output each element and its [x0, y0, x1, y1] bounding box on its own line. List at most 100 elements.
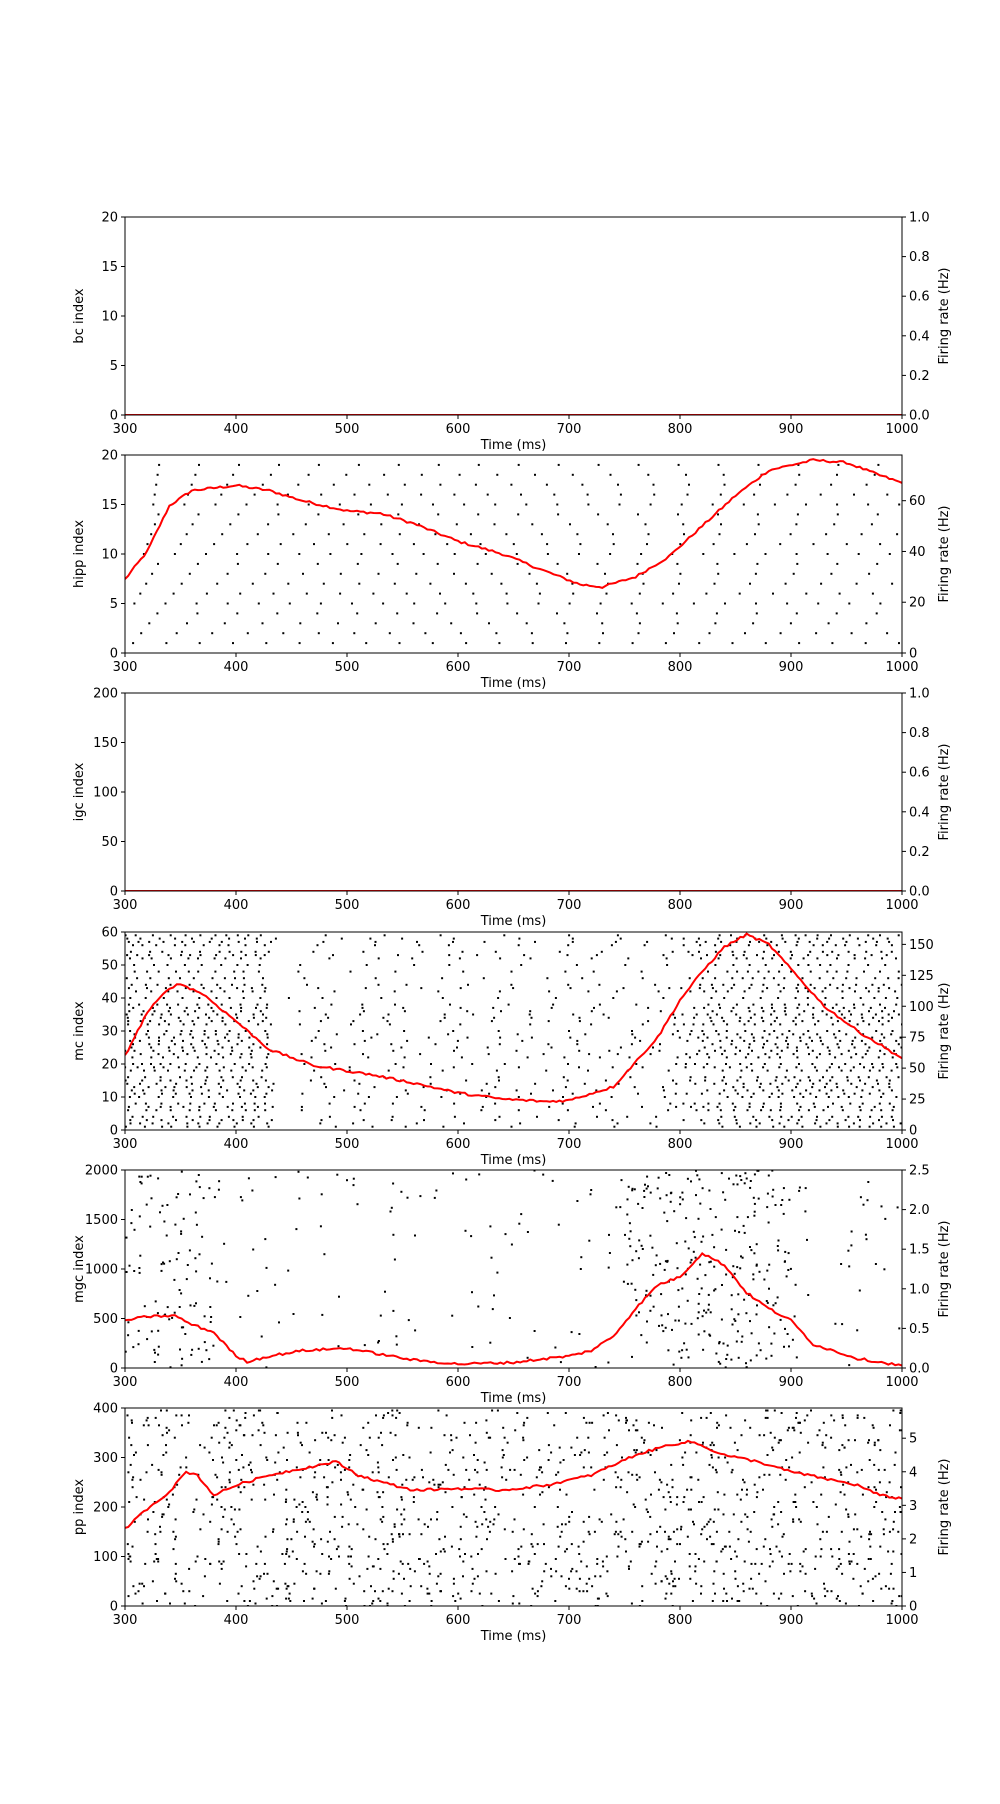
spike-point [259, 1010, 262, 1013]
spike-point [139, 1181, 142, 1183]
spike-point [308, 1520, 311, 1523]
spike-point [667, 1491, 670, 1494]
spike-point [730, 987, 733, 990]
spike-point [592, 1105, 594, 1108]
spike-point [588, 1239, 591, 1242]
spike-point [413, 1570, 416, 1573]
spike-point [134, 1451, 137, 1454]
spike-point [193, 1508, 196, 1511]
spike-point [391, 1115, 394, 1118]
spike-point [640, 1540, 643, 1543]
spike-point [262, 1424, 265, 1427]
spike-point [287, 1269, 290, 1272]
spike-point [629, 1560, 632, 1563]
spike-point [289, 1600, 292, 1602]
spike-point [678, 1350, 681, 1353]
spike-point [261, 622, 264, 625]
panel-5: 300 400 500 600 700 800 900 1000050010001500200… [72, 1164, 952, 1407]
spike-point [886, 493, 889, 496]
spike-point [811, 1049, 814, 1052]
spike-point [725, 1056, 728, 1059]
spike-point [129, 997, 132, 999]
spike-point [409, 1585, 412, 1588]
spike-point [784, 582, 787, 585]
spike-point [836, 1122, 839, 1125]
spike-point [676, 622, 679, 625]
spike-point [234, 1535, 237, 1538]
spike-point [356, 612, 359, 615]
spike-point [379, 1518, 382, 1521]
spike-point [220, 1486, 223, 1489]
spike-point [506, 1441, 509, 1444]
spike-point [417, 1518, 420, 1521]
spike-point [139, 937, 142, 940]
spike-point [697, 1333, 700, 1336]
spike-point [451, 1506, 454, 1508]
spike-point [698, 1178, 701, 1181]
spike-point [240, 1039, 243, 1042]
x-tick-label: 600 [446, 1375, 471, 1390]
spike-point [127, 1076, 130, 1079]
spike-point [299, 964, 302, 966]
spike-point [867, 934, 870, 937]
spike-point [223, 990, 226, 993]
spike-point [533, 1330, 536, 1332]
spike-point [736, 1092, 739, 1095]
spike-point [816, 1434, 819, 1437]
spike-point [200, 1086, 203, 1089]
spike-point [612, 533, 614, 536]
spike-point [129, 1119, 132, 1122]
spike-point [258, 964, 261, 966]
x-axis-label: Time (ms) [480, 1391, 547, 1406]
spike-point [702, 1023, 705, 1026]
spike-point [497, 1513, 500, 1516]
spike-point [815, 1096, 818, 1098]
spike-point [797, 1119, 800, 1122]
spike-point [383, 934, 386, 937]
spike-point [185, 1079, 188, 1082]
spike-point [151, 934, 154, 937]
spike-point [753, 1023, 756, 1026]
spike-point [213, 1049, 216, 1052]
spike-point [243, 1434, 246, 1437]
spike-point [801, 1125, 804, 1128]
spike-point [161, 1204, 164, 1207]
spike-point [813, 987, 816, 990]
spike-point [140, 632, 143, 635]
spike-point [317, 987, 320, 990]
spike-point [516, 612, 519, 615]
spike-point [850, 632, 853, 635]
spike-point [315, 1496, 318, 1499]
spike-point [740, 1255, 742, 1258]
spike-point [166, 1306, 169, 1309]
spike-point [511, 1530, 514, 1533]
spike-point [755, 1264, 758, 1267]
spike-point [160, 1119, 163, 1122]
spike-point [165, 1498, 168, 1501]
spike-point [402, 1066, 405, 1069]
spike-point [877, 1082, 879, 1085]
spike-point [125, 1350, 127, 1353]
spike-point [716, 1491, 719, 1494]
spike-point [900, 1553, 902, 1555]
spike-point [529, 957, 532, 960]
spike-point [818, 1429, 821, 1432]
spike-point [128, 1436, 131, 1439]
spike-point [329, 1530, 331, 1533]
spike-point [865, 987, 868, 990]
spike-point [238, 463, 240, 466]
spike-point [590, 957, 593, 960]
spike-point [710, 983, 713, 986]
spike-point [798, 1451, 801, 1454]
spike-point [257, 1409, 260, 1412]
y-tick-label: 150 [93, 736, 118, 751]
spike-point [569, 1036, 572, 1039]
spike-point [320, 493, 323, 496]
y2-axis-label: Firing rate (Hz) [937, 1220, 952, 1317]
spike-point [799, 1079, 802, 1082]
spike-point [423, 1119, 425, 1122]
spike-point [629, 1245, 632, 1248]
spike-point [713, 1289, 716, 1292]
spike-point [710, 1456, 713, 1459]
